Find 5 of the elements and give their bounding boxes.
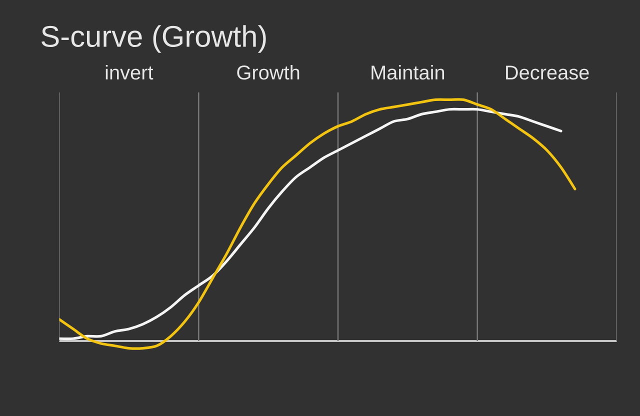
x-tick-label: Growth	[237, 64, 300, 80]
x-tick-label: Maintain	[372, 64, 444, 80]
x-tick-label: Decrease	[506, 66, 589, 80]
x-tick-label: invert	[106, 64, 154, 80]
chart-title: S-curve (Growth)	[42, 25, 266, 53]
